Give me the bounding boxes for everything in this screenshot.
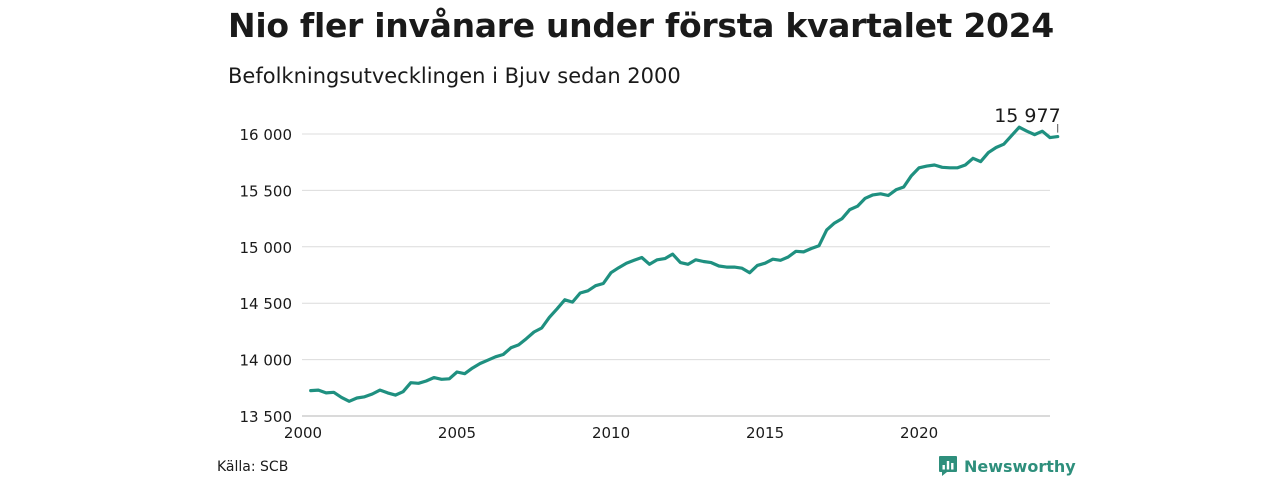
y-axis-ticks: 13 500 14 000 14 500 15 000 15 500 16 000 xyxy=(240,126,293,426)
series-line xyxy=(309,125,1060,403)
x-tick-label: 2020 xyxy=(900,424,938,442)
source-note: Källa: SCB xyxy=(217,459,289,475)
series-line-layer xyxy=(309,125,1060,403)
end-label-layer: 15 977 xyxy=(994,105,1061,133)
y-tick-label: 14 500 xyxy=(240,295,293,313)
x-tick-label: 2015 xyxy=(746,424,784,442)
brand-name: Newsworthy xyxy=(964,456,1076,476)
chart-title: Nio fler invånare under första kvartalet… xyxy=(228,6,1054,45)
y-tick-label: 14 000 xyxy=(240,352,293,370)
brand-logo[interactable]: Newsworthy xyxy=(938,455,1076,477)
x-tick-label: 2000 xyxy=(284,424,322,442)
end-value-label: 15 977 xyxy=(994,105,1060,127)
chart-subtitle: Befolkningsutvecklingen i Bjuv sedan 200… xyxy=(228,64,681,88)
x-tick-label: 2005 xyxy=(438,424,476,442)
newsworthy-logo-icon xyxy=(939,456,957,476)
y-tick-label: 16 000 xyxy=(240,126,293,144)
y-tick-label: 15 000 xyxy=(240,239,293,257)
grid-lines xyxy=(302,133,1050,417)
y-tick-label: 15 500 xyxy=(240,182,293,200)
x-tick-label: 2010 xyxy=(592,424,630,442)
x-axis-ticks: 2000 2005 2010 2015 2020 xyxy=(284,424,938,442)
y-tick-label: 13 500 xyxy=(240,408,293,426)
